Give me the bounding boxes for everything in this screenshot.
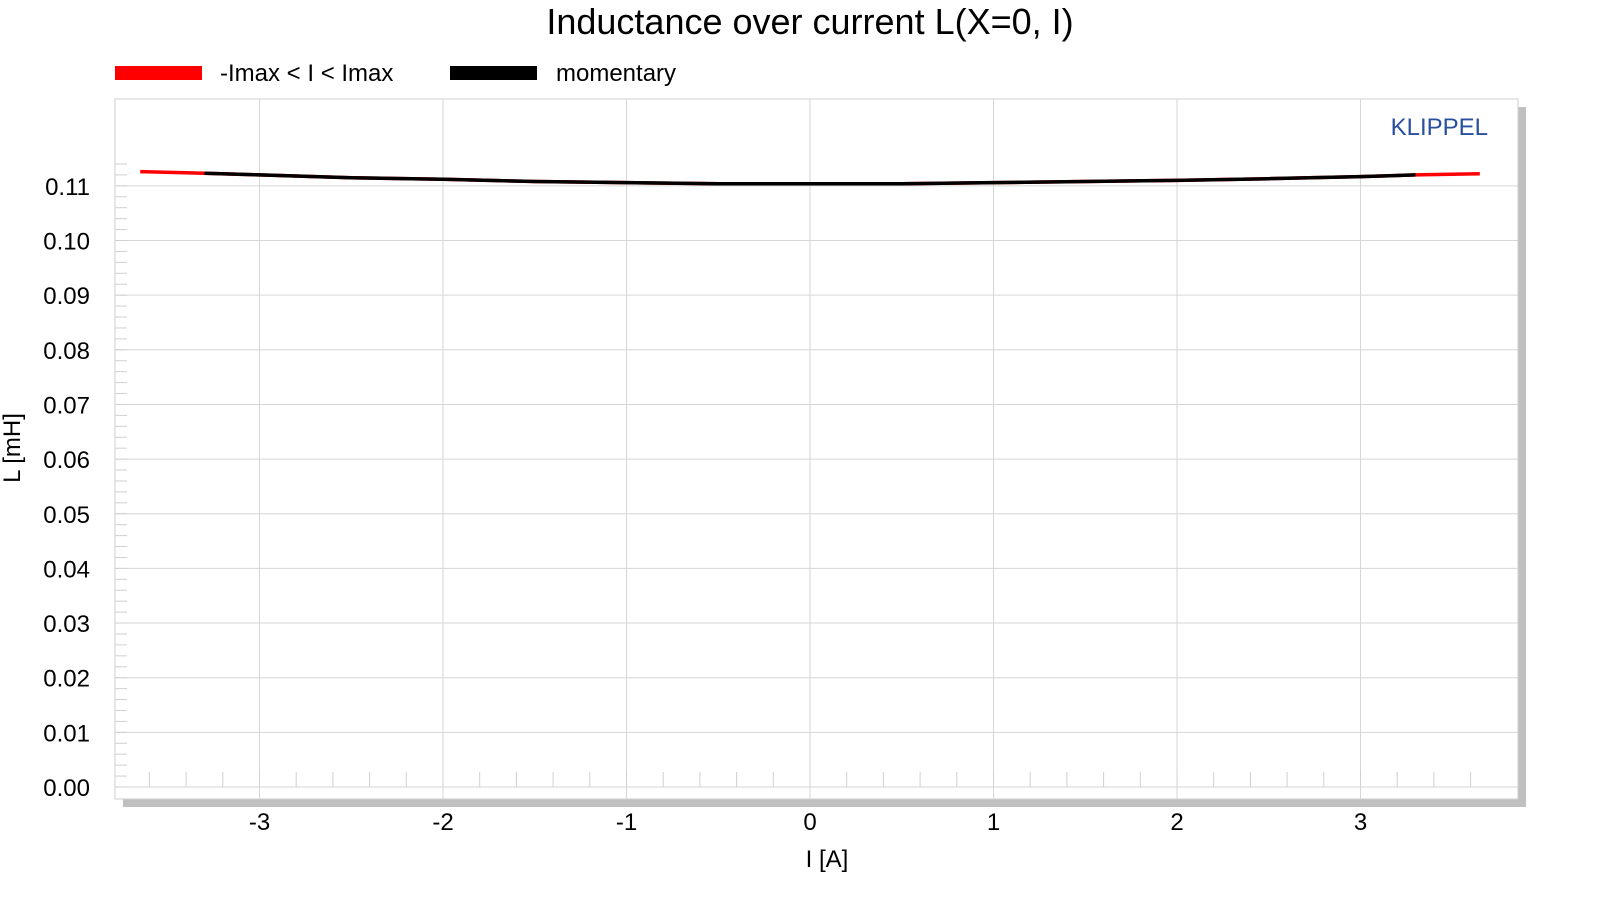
y-tick-label: 0.07 <box>43 392 90 419</box>
minor-ticks <box>115 163 1472 788</box>
legend-label: -Imax < I < Imax <box>220 60 393 87</box>
legend-swatch <box>450 66 537 80</box>
grid <box>115 99 1518 799</box>
x-axis: -3 -2 -1 0 1 2 3 <box>249 809 1367 836</box>
y-tick-label: 0.01 <box>43 720 90 747</box>
y-tick-label: 0.02 <box>43 666 90 693</box>
watermark: KLIPPEL <box>1391 114 1488 141</box>
x-tick-label: -3 <box>249 809 270 836</box>
y-tick-label: 0.03 <box>43 611 90 638</box>
legend-label: momentary <box>556 60 676 87</box>
y-tick-label: 0.05 <box>43 502 90 529</box>
x-tick-label: 3 <box>1354 809 1367 836</box>
y-tick-label: 0.09 <box>43 283 90 310</box>
y-tick-label: 0.00 <box>43 775 90 802</box>
x-tick-label: -1 <box>616 809 637 836</box>
series-layer <box>140 169 1480 186</box>
x-tick-label: 0 <box>803 809 816 836</box>
y-tick-label: 0.06 <box>43 447 90 474</box>
y-axis-label: L [mH] <box>0 413 26 483</box>
y-axis: 0.00 0.01 0.02 0.03 0.04 0.05 0.06 0.07 0.08 0.09… <box>43 174 90 802</box>
legend-swatch <box>115 66 202 80</box>
legend: -Imax < I < Imax momentary <box>115 60 676 87</box>
y-tick-label: 0.11 <box>45 174 90 201</box>
chart-title: Inductance over current L(X=0, I) <box>546 1 1073 42</box>
y-tick-label: 0.04 <box>43 556 90 583</box>
y-tick-label: 0.10 <box>43 229 90 256</box>
x-tick-label: -2 <box>432 809 453 836</box>
x-tick-label: 1 <box>987 809 1000 836</box>
series-line-momentary <box>204 171 1416 186</box>
x-axis-label: I [A] <box>806 846 849 873</box>
plot-area <box>114 98 1519 800</box>
x-tick-label: 2 <box>1170 809 1183 836</box>
y-tick-label: 0.08 <box>43 338 90 365</box>
